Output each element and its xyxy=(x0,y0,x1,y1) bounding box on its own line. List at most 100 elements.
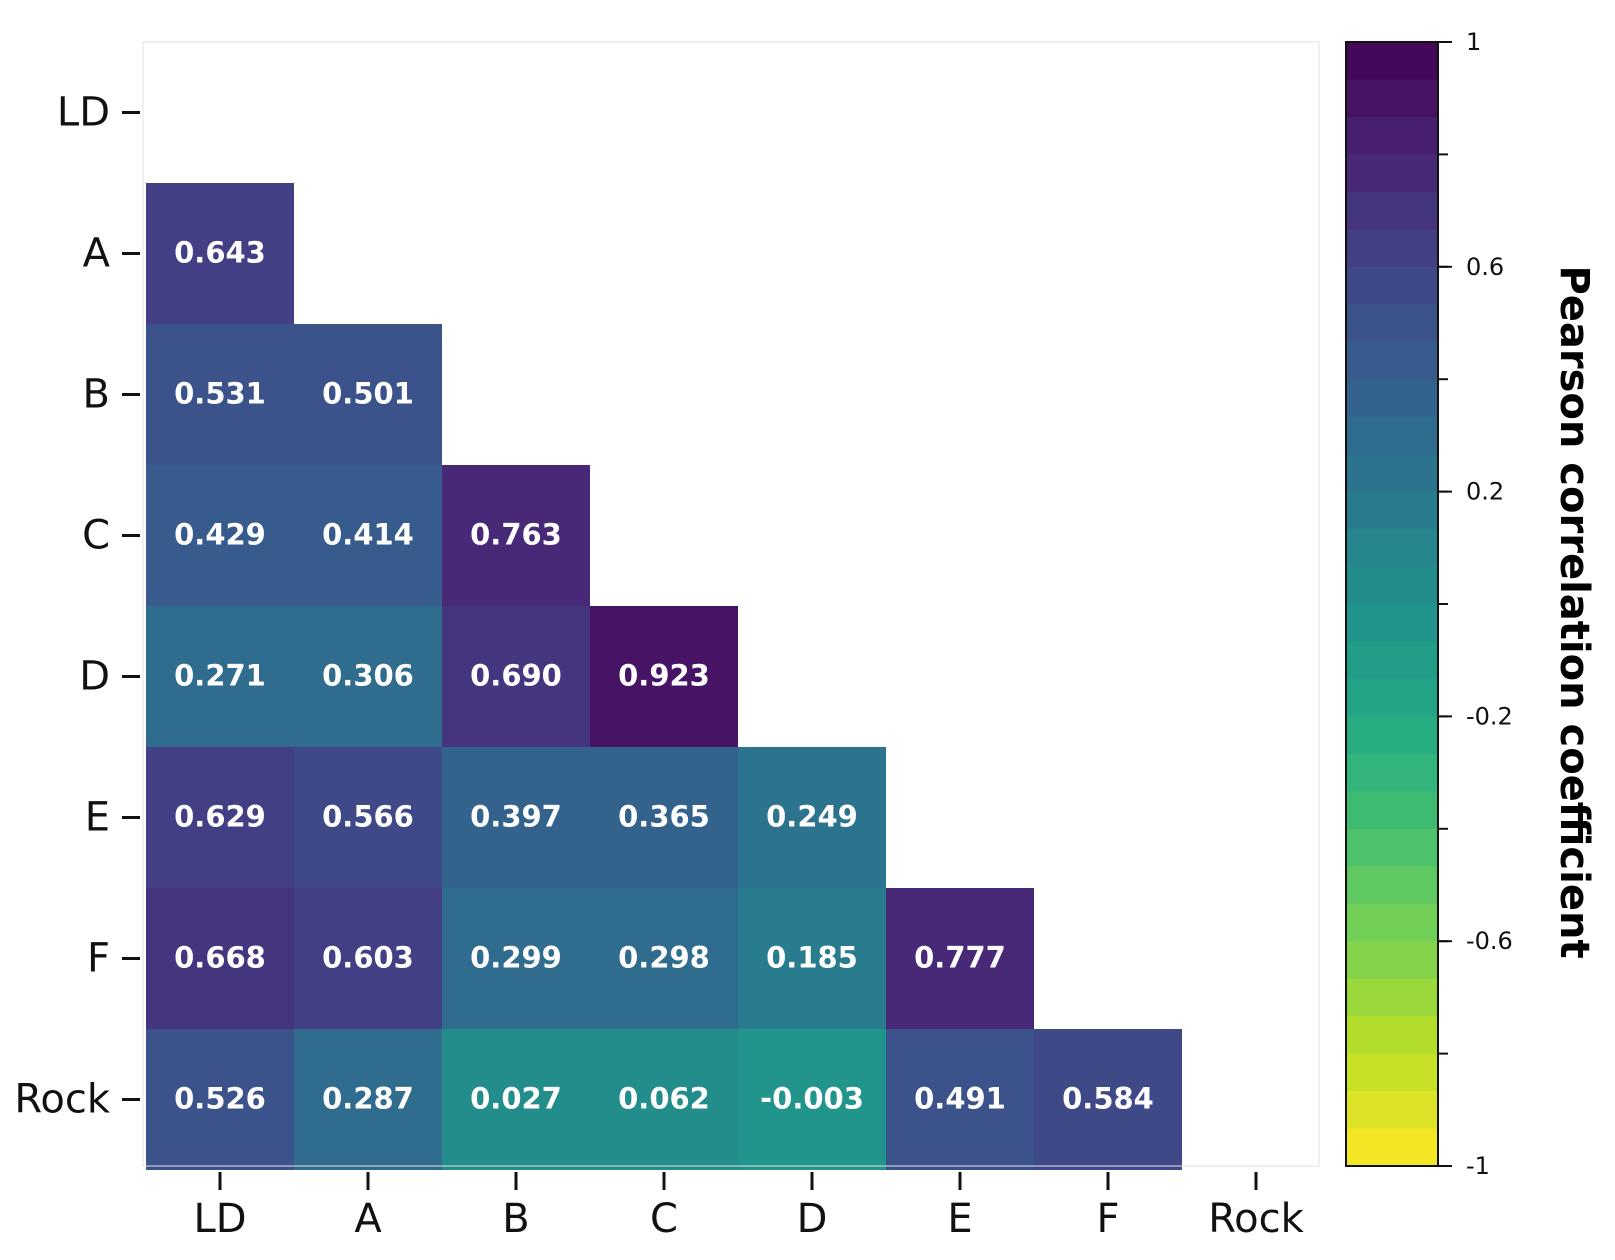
colorbar-tick-label: 1 xyxy=(1466,28,1481,56)
colorbar-segment xyxy=(1346,191,1438,230)
y-tick-label: F xyxy=(87,936,110,982)
colorbar-segment xyxy=(1346,1016,1438,1055)
heatmap-cell xyxy=(294,606,442,747)
cell-value-label: 0.603 xyxy=(322,941,414,975)
cell-value-label: 0.690 xyxy=(470,659,562,693)
heatmap-cell xyxy=(738,1029,886,1170)
cell-value-label: 0.531 xyxy=(174,377,266,411)
x-tick-label: E xyxy=(947,1196,972,1242)
x-tick-label: Rock xyxy=(1208,1196,1304,1242)
colorbar-segment xyxy=(1346,116,1438,155)
colorbar-segment xyxy=(1346,604,1438,643)
colorbar-segment xyxy=(1346,678,1438,717)
colorbar: 1 0.6 0.2 -0.2 -0.6 -1 xyxy=(1345,28,1513,1180)
y-tick-label: B xyxy=(83,372,110,418)
cell-value-label: 0.306 xyxy=(322,659,414,693)
colorbar-segment xyxy=(1346,566,1438,605)
x-tick-label: A xyxy=(354,1196,382,1242)
x-axis: LD A B C D E F Rock xyxy=(143,1165,1319,1242)
x-tick-label: C xyxy=(650,1196,678,1242)
cell-value-label: 0.414 xyxy=(322,518,414,552)
colorbar-segment xyxy=(1346,1128,1438,1167)
heatmap-cell xyxy=(294,465,442,606)
heatmap-cell xyxy=(590,606,738,747)
heatmap-cell xyxy=(442,465,590,606)
colorbar-segment xyxy=(1346,753,1438,792)
cell-value-label: 0.365 xyxy=(618,800,710,834)
heatmap-cell xyxy=(146,324,294,465)
heatmap-cell xyxy=(886,1029,1034,1170)
colorbar-segment xyxy=(1346,341,1438,380)
colorbar-tick-label: 0.6 xyxy=(1466,253,1504,281)
heatmap-cell xyxy=(294,888,442,1029)
y-tick-label: LD xyxy=(57,90,110,136)
cell-value-label: 0.299 xyxy=(470,941,562,975)
colorbar-segment xyxy=(1346,416,1438,455)
cell-value-label: 0.763 xyxy=(470,518,562,552)
heatmap-cell xyxy=(146,747,294,888)
y-tick-label: C xyxy=(82,513,110,559)
heatmap-cell xyxy=(738,747,886,888)
cell-value-label: 0.668 xyxy=(174,941,266,975)
colorbar-segment xyxy=(1346,641,1438,680)
heatmap-cells xyxy=(146,183,1182,1170)
cell-value-label: 0.185 xyxy=(766,941,858,975)
heatmap-cell-labels: 0.643 0.531 0.501 0.429 0.414 0.763 0.271 0.306… xyxy=(174,236,1154,1116)
cell-value-label: 0.491 xyxy=(914,1082,1006,1116)
colorbar-segment xyxy=(1346,791,1438,830)
cell-value-label: 0.249 xyxy=(766,800,858,834)
colorbar-segment xyxy=(1346,379,1438,418)
cell-value-label: 0.501 xyxy=(322,377,414,411)
heatmap-cell xyxy=(738,888,886,1029)
colorbar-segment xyxy=(1346,866,1438,905)
colorbar-segment xyxy=(1346,828,1438,867)
heatmap-cell xyxy=(146,606,294,747)
heatmap-cell xyxy=(1034,1029,1182,1170)
cell-value-label: 0.584 xyxy=(1062,1082,1154,1116)
heatmap-cell xyxy=(146,1029,294,1170)
heatmap-cell xyxy=(886,888,1034,1029)
colorbar-segment xyxy=(1346,978,1438,1017)
cell-value-label: 0.298 xyxy=(618,941,710,975)
colorbar-segment xyxy=(1346,903,1438,942)
cell-value-label: 0.062 xyxy=(618,1082,710,1116)
colorbar-segment xyxy=(1346,154,1438,193)
heatmap-cell xyxy=(146,183,294,324)
colorbar-segment xyxy=(1346,1053,1438,1092)
cell-value-label: 0.777 xyxy=(914,941,1006,975)
colorbar-title: Pearson correlation coefficient xyxy=(1551,265,1597,958)
heatmap-cell xyxy=(442,606,590,747)
colorbar-segment xyxy=(1346,79,1438,118)
cell-value-label: 0.287 xyxy=(322,1082,414,1116)
heatmap-cell xyxy=(146,888,294,1029)
heatmap-cell xyxy=(590,888,738,1029)
heatmap-cell xyxy=(294,1029,442,1170)
y-tick-label: Rock xyxy=(14,1077,110,1123)
y-tick-label: E xyxy=(85,795,110,841)
colorbar-segment xyxy=(1346,941,1438,980)
cell-value-label: -0.003 xyxy=(760,1082,864,1116)
colorbar-tick-label: -0.6 xyxy=(1466,927,1513,955)
colorbar-segment xyxy=(1346,529,1438,568)
cell-value-label: 0.027 xyxy=(470,1082,562,1116)
heatmap-cell xyxy=(442,888,590,1029)
colorbar-segment xyxy=(1346,716,1438,755)
heatmap-cell xyxy=(294,747,442,888)
x-tick-label: F xyxy=(1096,1196,1119,1242)
colorbar-segment xyxy=(1346,304,1438,343)
colorbar-segment xyxy=(1346,229,1438,268)
cell-value-label: 0.526 xyxy=(174,1082,266,1116)
colorbar-segment xyxy=(1346,454,1438,493)
y-axis: LD A B C D E F Rock xyxy=(14,42,144,1166)
cell-value-label: 0.429 xyxy=(174,518,266,552)
y-tick-label: A xyxy=(83,231,111,277)
colorbar-segment xyxy=(1346,1091,1438,1130)
colorbar-segment xyxy=(1346,42,1438,81)
heatmap-cell xyxy=(590,1029,738,1170)
heatmap-cell xyxy=(442,747,590,888)
y-tick-label: D xyxy=(79,654,110,700)
cell-value-label: 0.629 xyxy=(174,800,266,834)
heatmap-cell xyxy=(294,324,442,465)
colorbar-segment xyxy=(1346,266,1438,305)
